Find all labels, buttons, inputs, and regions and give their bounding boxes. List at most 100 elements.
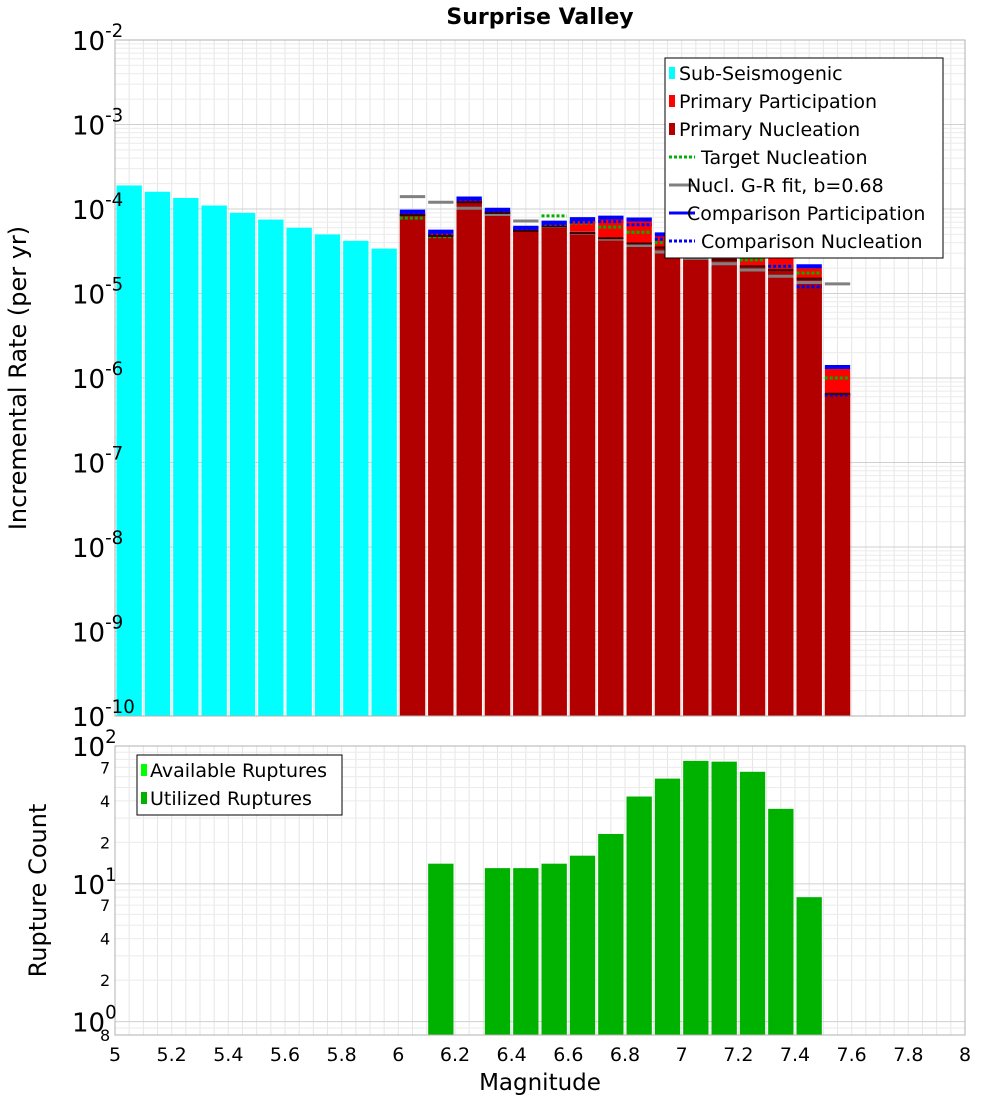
bottom-plot-frame	[114, 745, 966, 1036]
bar-primary-nucleation	[768, 269, 794, 716]
bar-utilized-ruptures	[513, 868, 539, 1035]
x-tick-label: 5.4	[213, 1044, 243, 1066]
bar-sub-seismogenic	[314, 234, 341, 717]
y-tick-label: 10-7	[72, 444, 123, 480]
x-tick-label: 5.6	[270, 1044, 300, 1066]
bar-sub-seismogenic	[173, 197, 199, 716]
x-tick-label: 5	[109, 1044, 121, 1066]
legend-label: Nucl. G-R fit, b=0.68	[687, 175, 884, 197]
y-tick-label: 10-6	[72, 359, 123, 395]
y-tick-label: 10-3	[72, 106, 123, 142]
bar-utilized-ruptures	[711, 761, 737, 1035]
y-tick-label-minor: 4	[100, 792, 110, 811]
y-tick-label: 101	[72, 865, 117, 901]
y-axis-label-bottom: Rupture Count	[24, 804, 52, 978]
bar-primary-nucleation	[739, 266, 766, 716]
y-tick-label-minor: 8	[100, 1026, 110, 1045]
x-tick-label: 6.2	[440, 1044, 470, 1066]
x-tick-label: 6.6	[553, 1044, 583, 1066]
bar-utilized-ruptures	[484, 868, 511, 1035]
y-tick-label-minor: 2	[100, 971, 110, 990]
legend-label: Target Nucleation	[700, 147, 868, 169]
legend-top: Sub-Seismogenic Primary Participation Prim…	[664, 57, 944, 259]
bar-primary-nucleation	[399, 214, 426, 716]
y-tick-label: 102	[72, 727, 117, 763]
legend-box	[136, 754, 343, 816]
bar-sub-seismogenic	[286, 227, 312, 716]
y-tick-label-minor: 2	[100, 833, 110, 852]
y-axis-label-top: Incremental Rate (per yr)	[4, 226, 32, 530]
legend-label: Comparison Participation	[687, 203, 925, 225]
bar-primary-nucleation	[626, 243, 652, 716]
y-tick-label-minor: 4	[100, 930, 110, 949]
y-tick-label-minor: 7	[100, 896, 110, 915]
y-tick-label: 10-10	[72, 697, 135, 733]
bar-utilized-ruptures	[428, 863, 454, 1035]
bar-utilized-ruptures	[739, 771, 766, 1035]
bar-primary-nucleation	[513, 230, 539, 717]
y-tick-label: 10-4	[72, 190, 123, 226]
bar-utilized-ruptures	[626, 796, 652, 1035]
x-tick-label: 7.2	[723, 1044, 753, 1066]
x-tick-label: 6	[392, 1044, 404, 1066]
bar-utilized-ruptures	[683, 760, 709, 1035]
bar-primary-nucleation	[796, 278, 822, 716]
bar-primary-nucleation	[456, 202, 482, 716]
bar-sub-seismogenic	[201, 205, 227, 716]
bar-utilized-ruptures	[796, 897, 822, 1035]
x-tick-label: 5.8	[327, 1044, 357, 1066]
legend-swatch	[669, 95, 675, 107]
bar-primary-nucleation	[484, 212, 511, 716]
bar-sub-seismogenic	[343, 240, 369, 716]
legend-swatch	[141, 792, 147, 804]
bar-primary-nucleation	[541, 226, 567, 716]
chart-title: Surprise Valley	[446, 5, 633, 30]
bar-utilized-ruptures	[768, 808, 794, 1035]
x-axis-label: Magnitude	[479, 1070, 601, 1096]
bar-primary-nucleation	[598, 238, 624, 717]
bar-primary-nucleation	[569, 232, 596, 716]
bar-sub-seismogenic	[229, 212, 256, 716]
y-tick-label-minor: 7	[100, 758, 110, 777]
bar-sub-seismogenic	[116, 185, 142, 717]
y-tick-label: 10-9	[72, 613, 123, 649]
bar-primary-nucleation	[711, 259, 737, 716]
bar-primary-nucleation	[654, 247, 681, 716]
bar-utilized-ruptures	[598, 833, 624, 1035]
x-tick-label: 7.8	[893, 1044, 923, 1066]
legend-label: Available Ruptures	[150, 760, 327, 782]
x-tick-label: 5.2	[157, 1044, 187, 1066]
bar-utilized-ruptures	[569, 855, 596, 1035]
bar-primary-nucleation	[824, 393, 851, 716]
legend-box	[664, 57, 944, 259]
x-tick-label: 7	[676, 1044, 688, 1066]
x-tick-label: 6.4	[497, 1044, 527, 1066]
legend-label: Comparison Nucleation	[701, 231, 923, 253]
legend-swatch	[669, 123, 675, 135]
x-tick-label: 8	[959, 1044, 971, 1066]
bar-primary-nucleation	[683, 255, 709, 716]
bar-sub-seismogenic	[371, 248, 397, 716]
legend-label: Sub-Seismogenic	[679, 63, 843, 85]
x-tick-label: 6.8	[610, 1044, 640, 1066]
y-tick-label: 10-5	[72, 275, 123, 311]
y-tick-label: 10-8	[72, 528, 123, 564]
top-plot-frame	[114, 39, 966, 717]
legend-swatch	[669, 67, 675, 79]
bar-sub-seismogenic	[144, 191, 171, 717]
bar-primary-nucleation	[428, 235, 454, 716]
y-tick-label: 100	[72, 1003, 117, 1039]
bar-sub-seismogenic	[258, 219, 284, 717]
legend-label: Utilized Ruptures	[150, 788, 312, 810]
bar-utilized-ruptures	[541, 863, 567, 1035]
legend-swatch	[141, 764, 147, 776]
y-tick-label: 10-2	[72, 21, 123, 57]
legend-bottom: Available Ruptures Utilized Ruptures	[136, 754, 343, 816]
legend-label: Primary Nucleation	[679, 119, 860, 141]
legend-label: Primary Participation	[679, 91, 877, 113]
x-tick-label: 7.4	[780, 1044, 810, 1066]
bar-utilized-ruptures	[654, 778, 681, 1035]
x-tick-label: 7.6	[837, 1044, 867, 1066]
